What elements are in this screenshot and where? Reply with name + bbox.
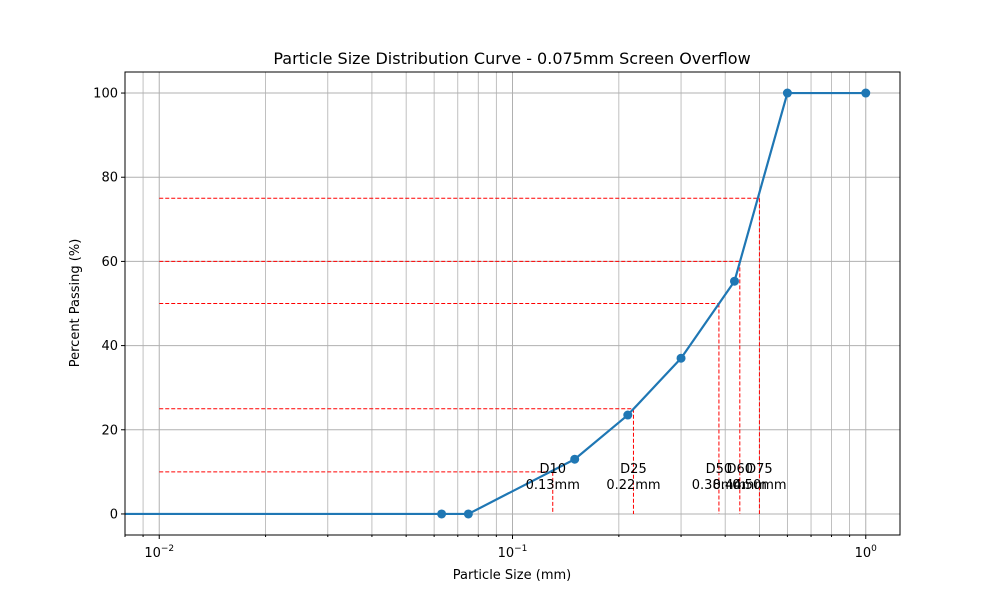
reference-label: D60 [727,462,754,477]
chart-title: Particle Size Distribution Curve - 0.075… [273,49,750,68]
reference-value-label: 0.22mm [606,478,660,493]
y-tick-label: 20 [101,423,118,438]
data-point [676,353,686,363]
data-point [570,454,580,464]
data-point [861,88,871,98]
reference-lines [159,197,760,514]
x-tick-base: 10 [144,546,161,561]
y-tick-label: 60 [101,255,118,270]
reference-label: D10 [539,462,566,477]
reference-value-label: 0.44mm [713,478,767,493]
y-tick-label: 100 [93,87,118,102]
reference-label: D75 [746,462,773,477]
x-tick-label: 10−1 [498,544,528,561]
series [125,88,871,519]
reference-value-label: 0.38mm [692,478,746,493]
data-point [782,88,792,98]
y-tick-label: 40 [101,339,118,354]
x-tick-base: 10 [498,546,515,561]
reference-value-label: 0.50mm [732,478,786,493]
y-axis-label: Percent Passing (%) [68,239,83,368]
reference-label: D50 [706,462,733,477]
x-tick-base: 10 [855,546,872,561]
x-tick-exponent: −1 [514,544,527,554]
data-point [463,509,473,519]
x-tick-label: 10−2 [144,544,174,561]
data-point [623,410,633,420]
data-point [437,509,447,519]
x-tick-exponent: −2 [161,544,174,554]
data-point [729,276,739,286]
x-tick-label: 100 [855,544,878,561]
x-axis-label: Particle Size (mm) [453,568,571,583]
x-tick-exponent: 0 [871,544,877,554]
reference-value-label: 0.13mm [526,478,580,493]
y-tick-label: 0 [110,507,118,522]
reference-label: D25 [620,462,647,477]
y-tick-label: 80 [101,171,118,186]
